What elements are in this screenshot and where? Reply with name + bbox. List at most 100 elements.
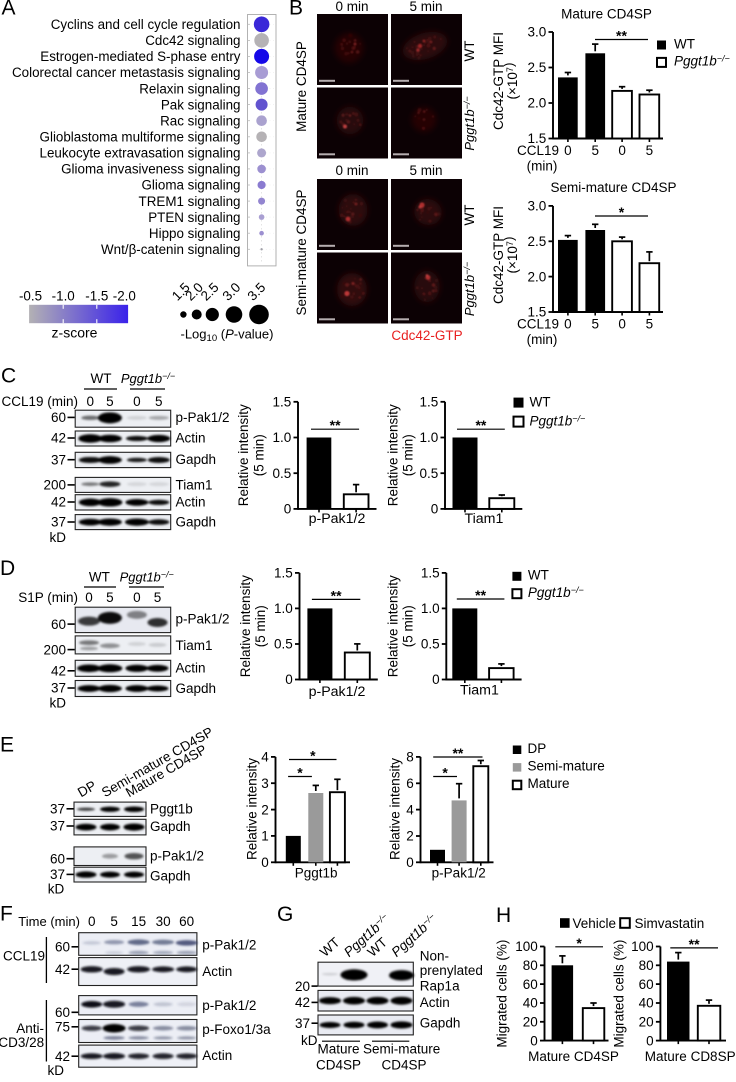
svg-text:Semi-mature: Semi-mature (528, 758, 605, 773)
svg-text:8: 8 (406, 750, 414, 765)
svg-text:Pggt1b: Pggt1b (295, 866, 338, 881)
svg-text:Vehicle: Vehicle (573, 916, 617, 931)
svg-text:0 min: 0 min (335, 163, 368, 178)
svg-text:200: 200 (43, 478, 66, 493)
svg-text:0: 0 (261, 855, 269, 870)
svg-text:p-Pak1/2: p-Pak1/2 (202, 938, 256, 953)
svg-text:42: 42 (51, 664, 66, 679)
svg-text:80: 80 (523, 958, 538, 973)
svg-text:60: 60 (51, 617, 66, 632)
svg-text:Migrated cells (%): Migrated cells (%) (495, 940, 510, 1048)
svg-text:Glioblastoma multiforme signal: Glioblastoma multiforme signaling (40, 130, 241, 145)
svg-text:*: * (576, 935, 582, 951)
svg-text:(5 min): (5 min) (401, 605, 416, 647)
svg-text:Actin: Actin (202, 1048, 232, 1063)
svg-text:37: 37 (50, 867, 65, 882)
svg-text:0: 0 (133, 394, 141, 409)
svg-text:30: 30 (156, 914, 171, 929)
svg-text:Mature CD4SP: Mature CD4SP (294, 41, 309, 132)
svg-text:5: 5 (591, 317, 599, 332)
svg-text:0.5: 0.5 (420, 466, 439, 481)
svg-text:Relative intensity: Relative intensity (245, 758, 260, 860)
svg-text:Semi-mature CD4SP: Semi-mature CD4SP (550, 180, 676, 195)
svg-text:40: 40 (523, 996, 538, 1011)
svg-text:WT: WT (91, 371, 112, 386)
svg-text:*: * (442, 765, 448, 781)
svg-text:-2.0: -2.0 (113, 289, 136, 304)
svg-text:Relaxin signaling: Relaxin signaling (139, 81, 240, 96)
svg-text:p-Pak1/2: p-Pak1/2 (176, 611, 230, 626)
svg-text:-Log10 (P-value): -Log10 (P-value) (181, 327, 274, 345)
svg-text:p-Pak1/2: p-Pak1/2 (432, 866, 486, 881)
svg-text:1.5: 1.5 (274, 566, 293, 581)
svg-text:2.5: 2.5 (528, 234, 547, 249)
svg-text:-1.0: -1.0 (52, 289, 75, 304)
svg-text:CCL19: CCL19 (517, 143, 559, 158)
svg-text:Relative intensity: Relative intensity (236, 404, 251, 506)
svg-text:20: 20 (639, 1015, 654, 1030)
svg-text:42: 42 (295, 995, 310, 1010)
svg-text:Cdc42 signaling: Cdc42 signaling (145, 33, 240, 48)
svg-text:z-score: z-score (52, 325, 98, 341)
svg-text:Pggt1b−/−: Pggt1b−/− (462, 96, 477, 150)
svg-text:CCL19: CCL19 (517, 317, 559, 332)
svg-text:1: 1 (261, 829, 269, 844)
svg-text:Glioma signaling: Glioma signaling (142, 178, 241, 193)
svg-text:0: 0 (133, 590, 141, 605)
svg-text:prenylated: prenylated (420, 963, 483, 978)
svg-text:Rac signaling: Rac signaling (160, 113, 240, 128)
svg-text:0: 0 (564, 317, 572, 332)
svg-text:Tiam1: Tiam1 (460, 683, 499, 699)
svg-text:37: 37 (50, 819, 65, 834)
svg-text:1.5: 1.5 (421, 566, 440, 581)
svg-text:Time (min): Time (min) (18, 914, 80, 929)
svg-text:1.0: 1.0 (273, 430, 292, 445)
svg-text:H: H (496, 904, 511, 927)
svg-text:(5 min): (5 min) (253, 605, 268, 647)
svg-text:-0.5: -0.5 (19, 289, 42, 304)
svg-text:**: ** (452, 745, 463, 761)
svg-text:Actin: Actin (202, 964, 232, 979)
svg-text:60: 60 (639, 977, 654, 992)
svg-text:Colorectal cancer metastasis s: Colorectal cancer metastasis signaling (12, 65, 241, 80)
svg-text:Mature: Mature (317, 1041, 359, 1056)
svg-text:p-Pak1/2: p-Pak1/2 (176, 410, 230, 425)
svg-text:42: 42 (51, 495, 66, 510)
svg-text:1.0: 1.0 (421, 601, 440, 616)
svg-text:kD: kD (50, 530, 67, 545)
svg-text:0: 0 (85, 590, 93, 605)
svg-text:4: 4 (261, 750, 269, 765)
svg-text:0: 0 (285, 672, 293, 687)
svg-text:Actin: Actin (420, 995, 450, 1010)
svg-text:200: 200 (43, 642, 66, 657)
svg-text:Pggt1b−/−: Pggt1b−/− (462, 262, 477, 316)
svg-text:B: B (289, 0, 303, 20)
svg-text:5: 5 (154, 590, 162, 605)
svg-text:0: 0 (564, 143, 572, 158)
svg-text:WT: WT (462, 41, 477, 62)
svg-text:D: D (0, 557, 15, 580)
svg-text:37: 37 (51, 681, 66, 696)
svg-text:80: 80 (639, 958, 654, 973)
svg-text:C: C (1, 365, 16, 388)
svg-text:CCL19 (min): CCL19 (min) (1, 394, 78, 409)
svg-text:20: 20 (523, 1015, 538, 1030)
svg-text:Rap1a: Rap1a (420, 979, 460, 994)
svg-text:0: 0 (87, 394, 95, 409)
svg-text:p-Pak1/2: p-Pak1/2 (309, 684, 366, 700)
svg-text:(min): (min) (527, 332, 558, 347)
svg-text:TREM1 signaling: TREM1 signaling (139, 194, 241, 209)
svg-text:0: 0 (88, 914, 96, 929)
svg-text:Leukocyte extravasation signal: Leukocyte extravasation signaling (40, 146, 241, 161)
svg-text:p-Pak1/2: p-Pak1/2 (309, 511, 366, 527)
svg-text:Tiam1: Tiam1 (176, 638, 213, 653)
svg-text:1.0: 1.0 (420, 430, 439, 445)
svg-text:5 min: 5 min (409, 163, 442, 178)
svg-text:5: 5 (591, 143, 599, 158)
svg-text:3.0: 3.0 (528, 199, 547, 214)
svg-text:60: 60 (55, 940, 70, 955)
svg-text:Cdc42-GTP MFI: Cdc42-GTP MFI (491, 32, 506, 130)
svg-text:1.5: 1.5 (273, 395, 292, 410)
svg-text:Estrogen-mediated S-phase entr: Estrogen-mediated S-phase entry (40, 49, 241, 64)
svg-text:kD: kD (48, 1063, 65, 1077)
